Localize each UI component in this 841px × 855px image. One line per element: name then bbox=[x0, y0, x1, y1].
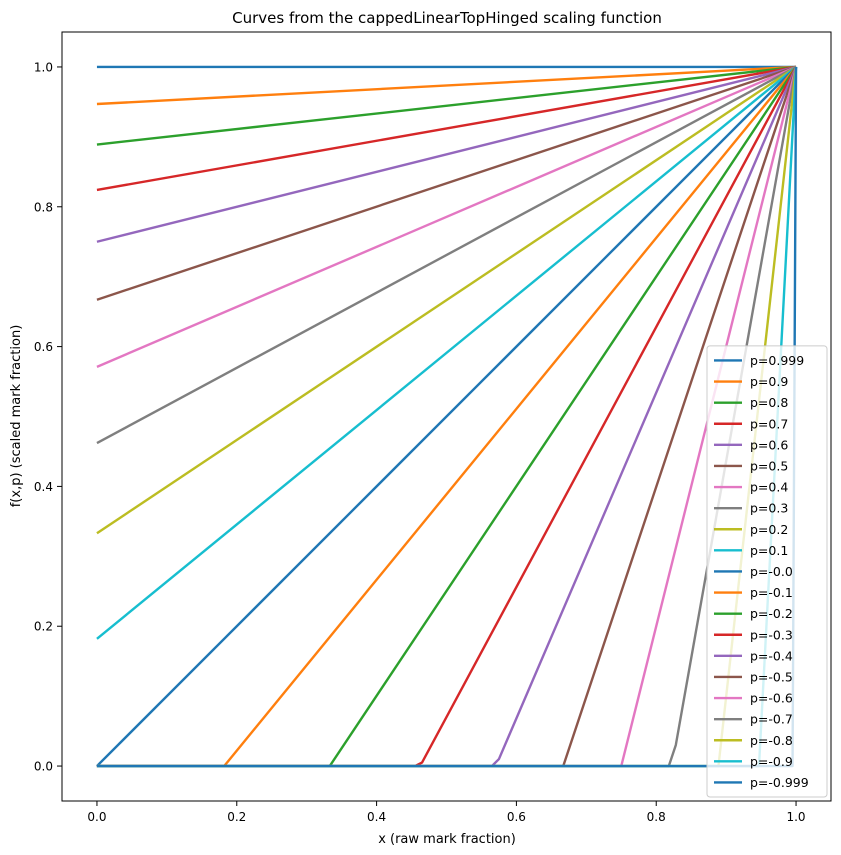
legend-label: p=0.999 bbox=[750, 353, 804, 368]
legend-label: p=-0.3 bbox=[750, 627, 793, 642]
x-tick-label: 0.0 bbox=[87, 810, 106, 824]
legend-label: p=-0.9 bbox=[750, 754, 793, 769]
legend-label: p=-0.6 bbox=[750, 691, 793, 706]
series-line-7 bbox=[96, 65, 797, 445]
x-axis-label: x (raw mark fraction) bbox=[378, 832, 516, 847]
legend-box bbox=[706, 345, 828, 798]
y-tick-label: 1.0 bbox=[34, 60, 53, 74]
legend-label: p=0.8 bbox=[750, 395, 788, 410]
legend-label: p=-0.999 bbox=[750, 775, 809, 790]
legend-label: p=0.4 bbox=[750, 480, 788, 495]
series-line-8 bbox=[96, 65, 797, 535]
series-line-2 bbox=[96, 65, 797, 146]
y-axis-label: f(x,p) (scaled mark fraction) bbox=[9, 325, 24, 508]
y-tick-label: 0.2 bbox=[34, 620, 53, 634]
x-tick-label: 0.8 bbox=[647, 810, 666, 824]
series-line-1 bbox=[96, 65, 797, 106]
series-line-5 bbox=[96, 65, 797, 301]
legend-label: p=-0.2 bbox=[750, 606, 793, 621]
series-line-10 bbox=[96, 66, 797, 767]
series-line-9 bbox=[96, 66, 797, 640]
legend-label: p=0.5 bbox=[750, 458, 788, 473]
y-tick-label: 0.0 bbox=[34, 760, 53, 774]
chart-title: Curves from the cappedLinearTopHinged sc… bbox=[232, 9, 662, 27]
legend-label: p=0.7 bbox=[750, 416, 788, 431]
series-line-4 bbox=[96, 65, 797, 243]
legend-label: p=0.9 bbox=[750, 374, 788, 389]
legend-label: p=0.6 bbox=[750, 437, 788, 452]
plot-area bbox=[96, 65, 798, 768]
axis-ticks: 0.0 0.2 0.4 0.6 0.8 1.0 0.0 0.2 0.4 0.6 0.8 1.0 bbox=[34, 60, 806, 824]
legend-label: p=0.3 bbox=[750, 501, 788, 516]
x-tick-label: 0.4 bbox=[367, 810, 386, 824]
x-tick-label: 0.2 bbox=[227, 810, 246, 824]
legend-label: p=0.1 bbox=[750, 543, 788, 558]
x-tick-label: 0.6 bbox=[507, 810, 526, 824]
series-line-6 bbox=[96, 65, 797, 368]
series-line-3 bbox=[96, 65, 797, 192]
y-tick-label: 0.6 bbox=[34, 340, 53, 354]
legend-label: p=0.2 bbox=[750, 522, 788, 537]
plot-frame bbox=[61, 31, 832, 802]
legend-label: p=-0.7 bbox=[750, 712, 793, 727]
y-tick-label: 0.8 bbox=[34, 200, 53, 214]
legend: p=0.999 p=0.9 p=0.8 p=0.7 p=0.6 p=0.5 p=0.4 p=0… bbox=[706, 345, 828, 798]
legend-label: p=-0.0 bbox=[750, 564, 793, 579]
y-tick-label: 0.4 bbox=[34, 480, 53, 494]
x-tick-label: 1.0 bbox=[786, 810, 805, 824]
legend-label: p=-0.5 bbox=[750, 669, 793, 684]
legend-label: p=-0.8 bbox=[750, 733, 793, 748]
legend-label: p=-0.4 bbox=[750, 648, 793, 663]
legend-label: p=-0.1 bbox=[750, 585, 793, 600]
